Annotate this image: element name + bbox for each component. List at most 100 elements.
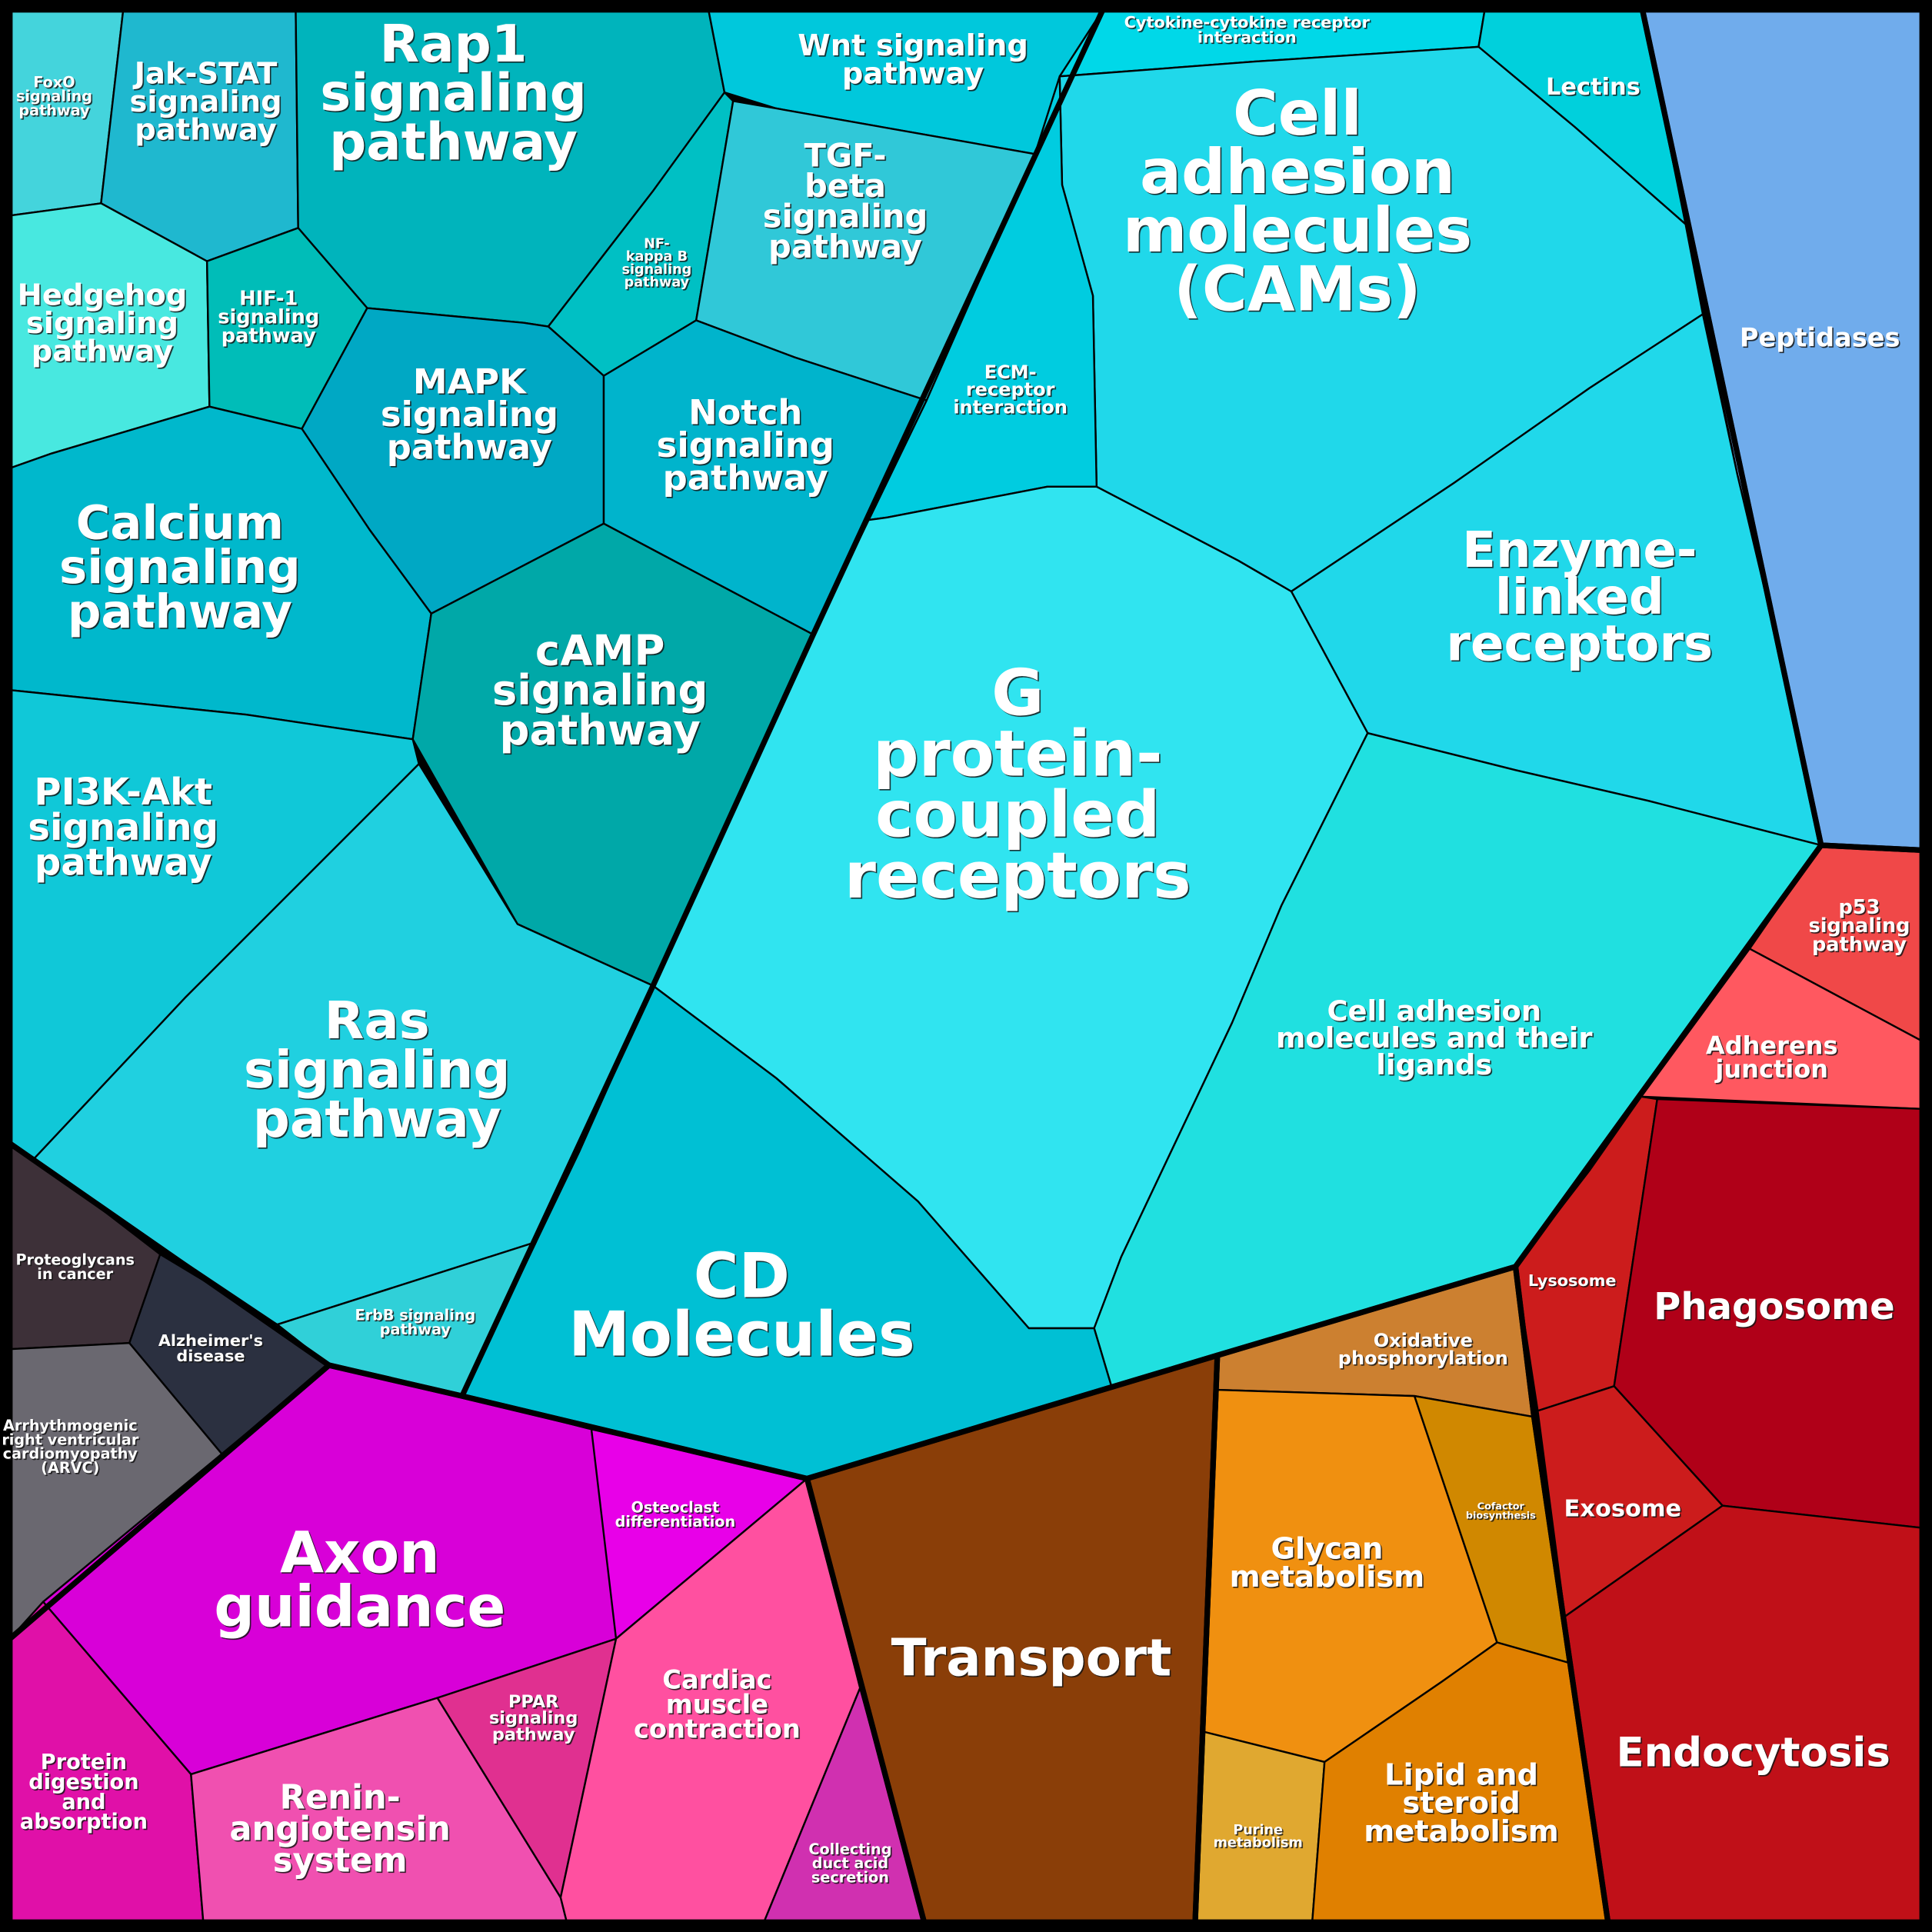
label-line: HIF-1 xyxy=(239,287,298,310)
label-lectins: Lectins xyxy=(1546,74,1641,101)
label-line: Jak-STAT xyxy=(132,56,278,91)
label-phagosome: Phagosome xyxy=(1654,1285,1895,1328)
label-arrhythmogenic-right-ventricular-cardiomyopathy-arvc: Arrhythmogenic right ventricular cardiomyo… xyxy=(2,1417,139,1477)
label-line: signaling xyxy=(622,262,692,278)
label-purine-metabolism: Purine metabolism xyxy=(1214,1823,1303,1851)
label-line: Phagosome xyxy=(1654,1285,1895,1328)
label-line: p53 xyxy=(1838,896,1880,919)
label-line: signaling xyxy=(320,63,587,123)
signaling-divider xyxy=(459,8,1106,1397)
label-line: Transport xyxy=(891,1627,1172,1687)
label-cell-adhesion-molecules-cams: Cell adhesion molecules (CAMs) xyxy=(1123,78,1472,325)
label-transport: Transport xyxy=(891,1627,1172,1687)
label-line: pathway xyxy=(32,335,174,369)
label-line: Rap1 xyxy=(379,14,527,74)
label-line: interaction xyxy=(953,396,1068,418)
label-line: contraction xyxy=(634,1714,801,1744)
label-axon-guidance: Axon guidance xyxy=(214,1521,505,1641)
label-line: cAMP xyxy=(535,625,665,675)
label-alzheimer-s-disease: Alzheimer's disease xyxy=(158,1331,263,1365)
label-line: Oxidative xyxy=(1374,1330,1473,1351)
label-line: Cofactor xyxy=(1477,1501,1525,1513)
label-line: Purine xyxy=(1233,1823,1283,1838)
label-line: Cytokine-cytokine receptor xyxy=(1124,13,1371,32)
label-line: pathway xyxy=(222,325,316,348)
label-line: Molecules xyxy=(568,1299,914,1371)
label-line: pathway xyxy=(387,427,552,468)
label-line: signaling xyxy=(129,85,281,119)
label-line: ErbB signaling xyxy=(355,1307,476,1324)
label-line: Exosome xyxy=(1564,1496,1682,1523)
label-line: Axon xyxy=(280,1521,440,1587)
label-line: Lectins xyxy=(1546,74,1641,101)
label-line: signaling xyxy=(59,540,301,595)
label-line: secretion xyxy=(811,1868,889,1886)
label-line: MAPK xyxy=(413,361,528,401)
cells-layer xyxy=(8,8,1924,1924)
label-camp-signaling-pathway: cAMP signaling pathway xyxy=(492,625,708,754)
label-line: linked xyxy=(1495,569,1664,626)
label-cell-adhesion-molecules-and-their-ligands: Cell adhesion molecules and their ligands xyxy=(1276,994,1593,1081)
label-line: pathway xyxy=(380,1321,451,1338)
label-line: pathway xyxy=(135,112,277,147)
label-mapk-signaling-pathway: MAPK signaling pathway xyxy=(381,361,558,467)
label-lysosome: Lysosome xyxy=(1528,1271,1617,1290)
label-line: Arrhythmogenic xyxy=(3,1417,138,1434)
label-line: Osteoclast xyxy=(631,1499,720,1517)
label-wnt-signaling-pathway: Wnt signaling pathway xyxy=(798,28,1028,92)
label-line: signaling xyxy=(381,394,558,435)
label-line: Adherens xyxy=(1706,1031,1838,1061)
label-rap1-signaling-pathway: Rap1 signaling pathway xyxy=(320,14,587,172)
label-p53-signaling-pathway: p53 signaling pathway xyxy=(1808,896,1910,957)
label-line: pathway xyxy=(329,112,578,172)
label-cytokine-cytokine-receptor-interaction: Cytokine-cytokine receptor interaction xyxy=(1124,13,1371,47)
label-line: duct acid xyxy=(812,1854,888,1872)
label-line: system xyxy=(273,1842,408,1880)
label-ras-signaling-pathway: Ras signaling pathway xyxy=(244,991,511,1149)
label-line: NF- xyxy=(644,236,670,251)
label-line: junction xyxy=(1714,1054,1828,1084)
label-peptidases: Peptidases xyxy=(1740,323,1900,353)
label-line: Glycan xyxy=(1271,1532,1383,1567)
label-line: steroid xyxy=(1402,1786,1520,1820)
label-line: metabolism xyxy=(1230,1560,1425,1594)
label-lipid-and-steroid-metabolism: Lipid and steroid metabolism xyxy=(1364,1758,1559,1849)
label-pi3k-akt-signaling-pathway: PI3K-Akt signaling pathway xyxy=(28,771,218,884)
label-line: ECM- xyxy=(984,361,1037,383)
label-line: differentiation xyxy=(615,1513,736,1531)
label-line: PI3K-Akt xyxy=(34,771,212,814)
label-line: Wnt signaling xyxy=(798,28,1028,63)
label-jak-stat-signaling-pathway: Jak-STAT signaling pathway xyxy=(129,56,281,147)
label-line: Cell xyxy=(1233,78,1362,149)
label-line: metabolism xyxy=(1214,1836,1303,1851)
label-line: signaling xyxy=(244,1040,511,1100)
label-line: Calcium xyxy=(76,495,284,550)
label-line: signaling xyxy=(492,665,708,715)
label-line: receptors xyxy=(844,838,1191,913)
label-exosome: Exosome xyxy=(1564,1496,1682,1523)
label-line: signaling xyxy=(28,806,218,849)
label-oxidative-phosphorylation: Oxidative phosphorylation xyxy=(1338,1330,1508,1369)
label-line: coupled xyxy=(875,778,1160,852)
label-line: signaling xyxy=(489,1708,578,1728)
label-tgf-beta-signaling-pathway: TGF-beta signaling pathway xyxy=(763,136,928,265)
label-line: signaling xyxy=(657,425,834,465)
label-ecm-receptor-interaction: ECM-receptor interaction xyxy=(953,361,1068,418)
label-line: PPAR xyxy=(508,1692,558,1712)
label-line: protein- xyxy=(873,716,1163,791)
label-protein-digestion-and-absorption: Protein digestion and absorption xyxy=(20,1750,148,1834)
label-line: pathway xyxy=(1812,933,1907,956)
label-proteoglycans-in-cancer: Proteoglycans in cancer xyxy=(15,1251,135,1282)
label-line: signaling xyxy=(1808,914,1910,938)
label-hif-1-signaling-pathway: HIF-1 signaling pathway xyxy=(218,287,319,348)
label-enzyme-linked-receptors: Enzyme-linked receptors xyxy=(1446,522,1713,673)
label-line: G xyxy=(991,655,1044,730)
label-notch-signaling-pathway: Notch signaling pathway xyxy=(657,391,834,498)
label-cofactor-biosynthesis: Cofactor biosynthesis xyxy=(1466,1501,1536,1522)
label-line: FoxO xyxy=(33,73,75,91)
label-line: Enzyme- xyxy=(1462,522,1697,579)
label-line: Protein xyxy=(41,1750,127,1774)
